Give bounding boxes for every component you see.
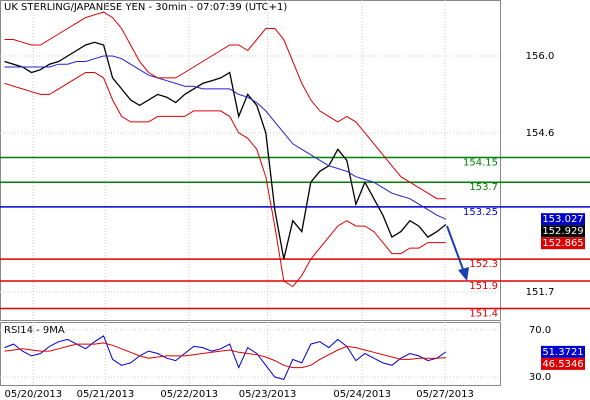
chart-title: UK STERLING/JAPANESE YEN - 30min - 07:07… xyxy=(4,2,287,13)
price-tag: 51.3721 xyxy=(541,345,585,358)
series-line xyxy=(4,342,446,369)
price-tag: 152.929 xyxy=(541,225,585,238)
level-label: 154.15 xyxy=(463,158,498,169)
price-tag: 46.5346 xyxy=(541,357,585,370)
price-tag-box xyxy=(541,345,585,358)
y-tick-label: 151.7 xyxy=(526,287,555,298)
series-line xyxy=(4,72,446,288)
y-tick-label: 70.0 xyxy=(529,325,551,336)
y-tick-label: 30.0 xyxy=(529,372,551,383)
x-tick-label: 05/24/2013 xyxy=(333,389,391,400)
series-line xyxy=(4,11,446,200)
level-label: 152.3 xyxy=(469,259,498,270)
series-line xyxy=(4,41,447,260)
x-tick-label: 05/20/2013 xyxy=(5,389,63,400)
price-tag-label: 152.929 xyxy=(542,226,583,237)
x-tick-label: 05/22/2013 xyxy=(160,389,218,400)
price-tag: 152.865 xyxy=(541,237,585,250)
y-tick-label: 154.6 xyxy=(526,128,555,139)
price-tag-box xyxy=(541,213,585,226)
arrow-shaft xyxy=(446,225,465,273)
price-tag-label: 51.3721 xyxy=(542,347,583,358)
series-line xyxy=(4,335,447,380)
price-tag-label: 153.027 xyxy=(542,214,583,225)
x-tick-label: 05/27/2013 xyxy=(416,389,474,400)
price-tag-label: 46.5346 xyxy=(542,359,583,370)
price-tag-box xyxy=(541,357,585,370)
panel-frame xyxy=(0,322,501,386)
level-label: 153.25 xyxy=(463,207,498,218)
panel-frame xyxy=(0,0,501,321)
y-tick-label: 156.0 xyxy=(526,51,555,62)
price-tag-box xyxy=(541,237,585,250)
price-tag: 153.027 xyxy=(541,213,585,226)
forecast-arrow xyxy=(446,225,469,281)
rsi-title: RSI14 - 9MA xyxy=(4,325,65,336)
price-tag-box xyxy=(541,225,585,238)
arrow-head xyxy=(458,267,469,281)
level-label: 151.4 xyxy=(469,308,498,319)
level-label: 153.7 xyxy=(469,182,498,193)
level-label: 151.9 xyxy=(469,281,498,292)
price-tag-label: 152.865 xyxy=(542,238,583,249)
x-tick-label: 05/23/2013 xyxy=(239,389,297,400)
series-line xyxy=(4,55,447,220)
x-tick-label: 05/21/2013 xyxy=(77,389,135,400)
